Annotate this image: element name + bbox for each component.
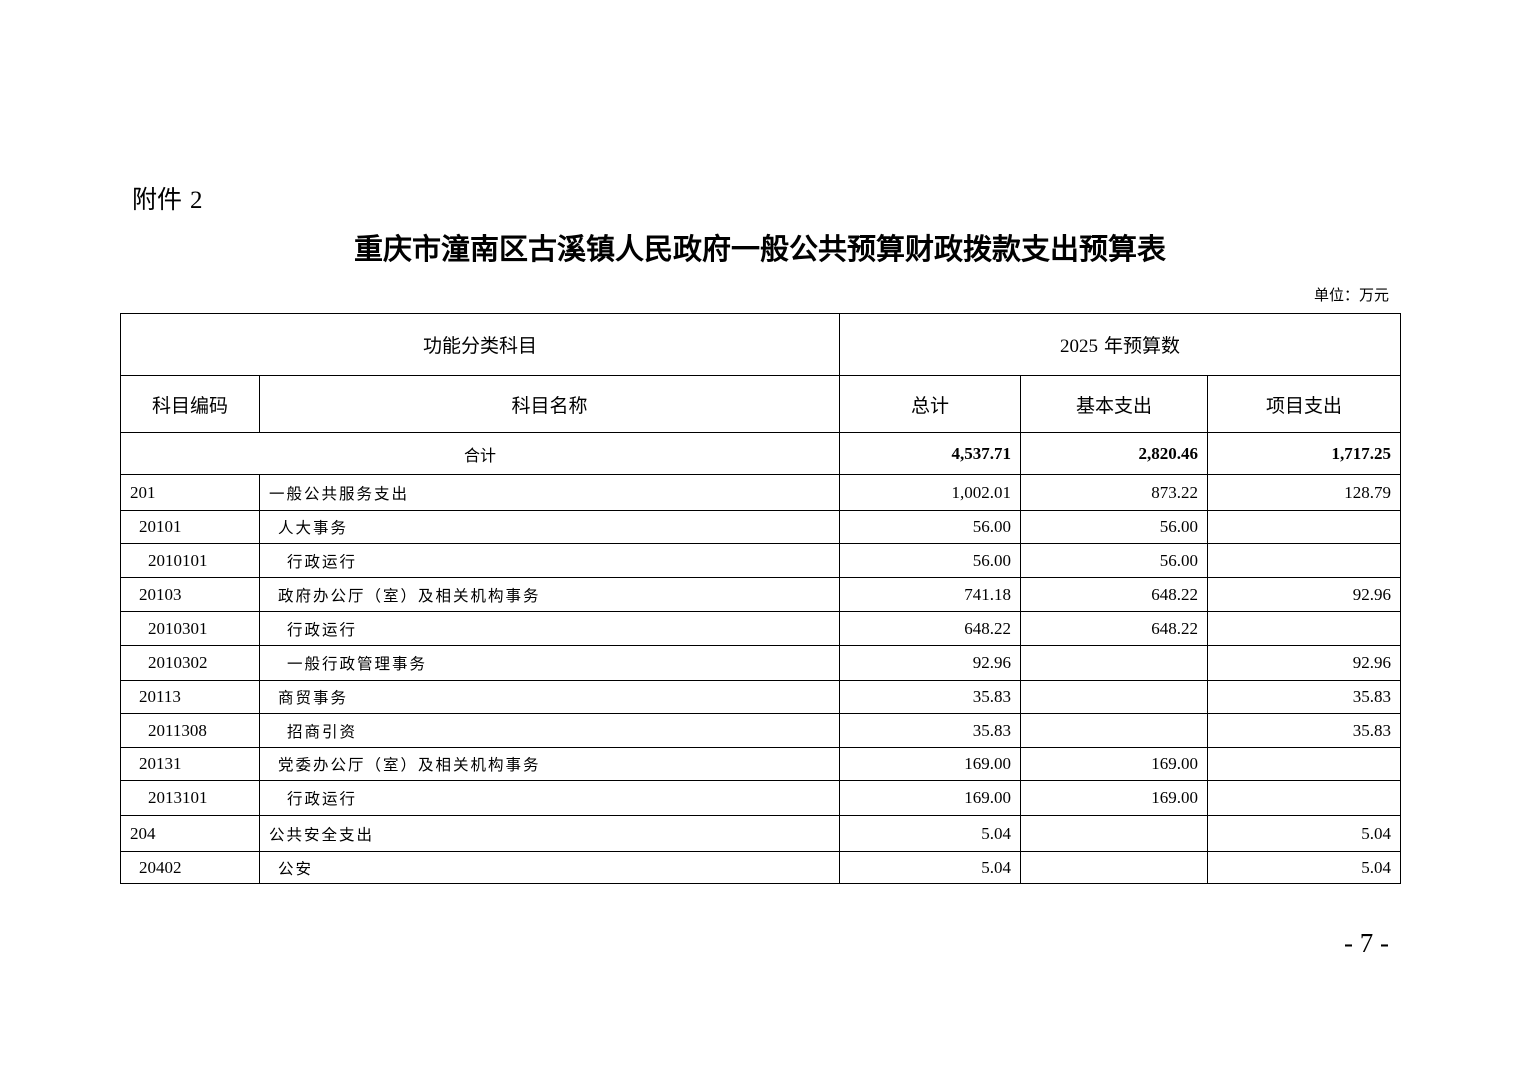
row-total: 92.96 [839, 645, 1022, 681]
row-code: 2011308 [120, 713, 260, 748]
row-project [1207, 510, 1402, 544]
row-basic [1020, 645, 1209, 681]
row-project: 128.79 [1207, 474, 1402, 511]
row-code: 2010101 [120, 543, 260, 578]
row-project: 92.96 [1207, 645, 1402, 681]
row-name: 一般行政管理事务 [258, 645, 841, 681]
attachment-label-text: 附件 [132, 185, 183, 214]
row-basic: 169.00 [1020, 747, 1209, 781]
total-project: 1,717.25 [1207, 432, 1402, 475]
attachment-label: 附件 2 [132, 180, 202, 216]
row-project [1207, 543, 1402, 578]
row-basic [1020, 815, 1209, 852]
row-name: 招商引资 [258, 713, 841, 748]
row-name: 商贸事务 [258, 680, 841, 714]
row-project: 35.83 [1207, 713, 1402, 748]
table-row: 20101 人大事务 56.00 56.00 [120, 510, 1402, 544]
table-row: 2010101 行政运行 56.00 56.00 [120, 543, 1402, 578]
table-row: 20402 公安 5.04 5.04 [120, 851, 1402, 884]
row-name: 一般公共服务支出 [258, 474, 841, 511]
row-basic: 56.00 [1020, 543, 1209, 578]
row-code: 20103 [120, 577, 260, 612]
table-row: 20131 党委办公厅（室）及相关机构事务 169.00 169.00 [120, 747, 1402, 781]
header-functional: 功能分类科目 [119, 313, 841, 376]
budget-label: 年预算数 [1104, 335, 1181, 357]
row-name: 党委办公厅（室）及相关机构事务 [258, 747, 841, 781]
row-total: 169.00 [839, 747, 1022, 781]
header-name: 科目名称 [258, 375, 841, 433]
row-total: 741.18 [839, 577, 1022, 612]
budget-year: 2025 [1060, 336, 1098, 357]
row-basic: 169.00 [1020, 780, 1209, 816]
row-name: 公安 [258, 851, 841, 884]
row-project [1207, 747, 1402, 781]
table-row: 2010302 一般行政管理事务 92.96 92.96 [120, 645, 1402, 681]
row-name: 公共安全支出 [258, 815, 841, 852]
row-total: 1,002.01 [839, 474, 1022, 511]
table-row: 20113 商贸事务 35.83 35.83 [120, 680, 1402, 714]
row-project: 92.96 [1207, 577, 1402, 612]
table-row: 2010301 行政运行 648.22 648.22 [120, 611, 1402, 646]
row-total: 648.22 [839, 611, 1022, 646]
row-code: 20101 [120, 510, 260, 544]
row-basic: 873.22 [1020, 474, 1209, 511]
row-total: 35.83 [839, 680, 1022, 714]
row-code: 201 [120, 474, 260, 511]
row-code: 20131 [120, 747, 260, 781]
row-total: 56.00 [839, 543, 1022, 578]
row-name: 人大事务 [258, 510, 841, 544]
row-project: 5.04 [1207, 815, 1402, 852]
attachment-number: 2 [189, 187, 203, 214]
row-basic: 648.22 [1020, 611, 1209, 646]
row-code: 2010302 [120, 645, 260, 681]
row-name: 行政运行 [258, 611, 841, 646]
total-label: 合计 [119, 432, 841, 475]
header-basic: 基本支出 [1020, 375, 1209, 433]
unit-label: 单位：万元 [1313, 286, 1389, 304]
row-code: 2010301 [120, 611, 260, 646]
budget-table: 功能分类科目 2025 年预算数 科目编码 科目名称 总计 基本支出 项目支出 … [119, 313, 1402, 884]
row-basic: 56.00 [1020, 510, 1209, 544]
header-budget-year: 2025 年预算数 [839, 313, 1402, 376]
row-total: 169.00 [839, 780, 1022, 816]
header-code: 科目编码 [120, 375, 260, 433]
row-basic [1020, 680, 1209, 714]
row-code: 2013101 [120, 780, 260, 816]
header-project: 项目支出 [1207, 375, 1402, 433]
table-row: 20103 政府办公厅（室）及相关机构事务 741.18 648.22 92.96 [120, 577, 1402, 612]
table-row: 2013101 行政运行 169.00 169.00 [120, 780, 1402, 816]
total-total: 4,537.71 [839, 432, 1022, 475]
row-code: 20113 [120, 680, 260, 714]
row-name: 政府办公厅（室）及相关机构事务 [258, 577, 841, 612]
total-basic: 2,820.46 [1020, 432, 1209, 475]
document-title: 重庆市潼南区古溪镇人民政府一般公共预算财政拨款支出预算表 [353, 232, 1166, 266]
row-name: 行政运行 [258, 780, 841, 816]
table-row: 201 一般公共服务支出 1,002.01 873.22 128.79 [120, 474, 1402, 511]
row-project [1207, 780, 1402, 816]
row-project: 35.83 [1207, 680, 1402, 714]
row-basic [1020, 713, 1209, 748]
row-basic [1020, 851, 1209, 884]
table-row: 204 公共安全支出 5.04 5.04 [120, 815, 1402, 852]
total-row: 合计 4,537.71 2,820.46 1,717.25 [119, 432, 1402, 475]
page-number: - 7 - [1344, 928, 1389, 958]
row-basic: 648.22 [1020, 577, 1209, 612]
group-header-row: 功能分类科目 2025 年预算数 [119, 313, 1402, 376]
column-header-row: 科目编码 科目名称 总计 基本支出 项目支出 [120, 375, 1402, 433]
row-project: 5.04 [1207, 851, 1402, 884]
row-project [1207, 611, 1402, 646]
row-total: 56.00 [839, 510, 1022, 544]
row-name: 行政运行 [258, 543, 841, 578]
row-total: 5.04 [839, 851, 1022, 884]
table-row: 2011308 招商引资 35.83 35.83 [120, 713, 1402, 748]
header-total: 总计 [839, 375, 1022, 433]
row-code: 204 [120, 815, 260, 852]
row-total: 35.83 [839, 713, 1022, 748]
row-total: 5.04 [839, 815, 1022, 852]
row-code: 20402 [120, 851, 260, 884]
